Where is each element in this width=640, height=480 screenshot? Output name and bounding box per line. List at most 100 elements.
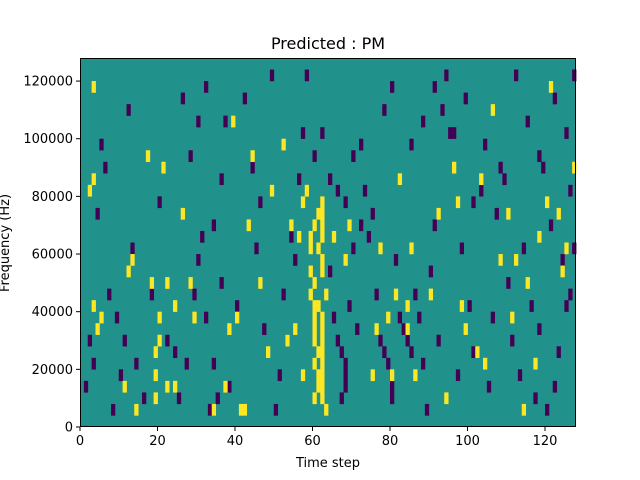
heatmap-cell-high xyxy=(258,277,263,289)
heatmap-cell-low xyxy=(335,184,341,197)
y-tick-label: 40000 xyxy=(32,305,73,320)
heatmap-cell-high xyxy=(331,230,337,243)
heatmap-cell-high xyxy=(564,242,569,255)
heatmap-cell-low xyxy=(459,242,465,255)
heatmap-cell-high xyxy=(320,230,325,243)
heatmap-cell-high xyxy=(308,288,313,301)
heatmap-cell-low xyxy=(359,138,364,151)
heatmap-cell-high xyxy=(126,265,131,278)
heatmap-background xyxy=(80,58,576,427)
heatmap-cell-low xyxy=(498,161,503,174)
heatmap-cell-low xyxy=(362,184,368,197)
heatmap-cell-high xyxy=(405,323,410,335)
heatmap-cell-low xyxy=(568,288,573,301)
heatmap-cell-low xyxy=(525,115,530,128)
heatmap-cell-high xyxy=(459,300,465,312)
heatmap-cell-low xyxy=(479,184,484,197)
heatmap-cell-high xyxy=(297,230,302,243)
heatmap-cell-high xyxy=(293,323,298,335)
heatmap-cell-high xyxy=(242,403,248,416)
heatmap-cell-high xyxy=(397,173,403,186)
heatmap-cell-high xyxy=(556,207,561,220)
heatmap-cell-low xyxy=(219,173,224,186)
heatmap-cell-high xyxy=(269,184,275,197)
heatmap-cell-low xyxy=(393,254,399,266)
heatmap-cell-low xyxy=(409,346,414,359)
plot-frame xyxy=(80,58,576,427)
heatmap-cell-low xyxy=(397,311,403,324)
y-tick-label: 60000 xyxy=(32,248,73,263)
heatmap-cell-low xyxy=(250,161,255,174)
heatmap-cell-low xyxy=(564,127,569,139)
heatmap-cell-low xyxy=(196,115,201,128)
heatmap-cell-low xyxy=(134,357,139,370)
heatmap-cell-high xyxy=(537,230,542,243)
heatmap-cell-low xyxy=(390,392,395,405)
heatmap-cell-low xyxy=(552,380,558,393)
heatmap-cell-high xyxy=(320,380,325,393)
heatmap-cell-low xyxy=(273,403,279,416)
heatmap-cell-low xyxy=(207,403,213,416)
heatmap-cell-high xyxy=(320,323,325,335)
heatmap-cell-high xyxy=(312,334,317,347)
heatmap-cell-high xyxy=(428,288,434,301)
heatmap-cell-low xyxy=(467,300,472,312)
heatmap-cell-high xyxy=(122,380,127,393)
heatmap-cell-high xyxy=(370,369,375,382)
heatmap-cell-high xyxy=(320,369,325,382)
heatmap-cell-low xyxy=(390,81,395,93)
heatmap-cell-low xyxy=(254,242,259,255)
heatmap-cell-low xyxy=(572,242,577,255)
heatmap-cell-low xyxy=(506,277,511,289)
heatmap-cell-low xyxy=(149,288,155,301)
heatmap-cell-high xyxy=(235,311,240,324)
heatmap-cell-low xyxy=(374,288,379,301)
heatmap-cell-high xyxy=(153,392,158,405)
heatmap-cell-high xyxy=(231,115,236,128)
heatmap-cell-high xyxy=(289,219,294,232)
heatmap-cell-low xyxy=(211,357,217,370)
heatmap-cell-low xyxy=(114,311,120,324)
x-tick-label: 20 xyxy=(149,434,166,449)
heatmap-cell-low xyxy=(281,288,286,301)
heatmap-cell-low xyxy=(293,254,298,266)
heatmap-cell-low xyxy=(126,104,131,116)
heatmap-cell-low xyxy=(122,334,127,347)
heatmap-cell-low xyxy=(568,184,573,197)
heatmap-cell-low xyxy=(572,69,577,82)
heatmap-cell-high xyxy=(312,300,317,312)
heatmap-cell-high xyxy=(91,81,96,93)
heatmap-cell-high xyxy=(320,265,325,278)
heatmap-cell-high xyxy=(308,242,313,255)
heatmap-cell-high xyxy=(312,277,317,289)
heatmap-cell-high xyxy=(157,334,162,347)
heatmap-cell-high xyxy=(521,403,527,416)
heatmap-cell-high xyxy=(316,242,321,255)
heatmap-cell-high xyxy=(188,277,193,289)
heatmap-cell-low xyxy=(258,196,263,209)
heatmap-cell-low xyxy=(339,392,344,405)
heatmap-cell-high xyxy=(390,369,395,382)
y-tick-label: 80000 xyxy=(32,190,73,205)
heatmap-cell-high xyxy=(320,254,325,266)
heatmap-cell-low xyxy=(192,288,197,301)
heatmap-cell-high xyxy=(153,369,158,382)
heatmap-cell-low xyxy=(490,311,496,324)
x-tick-label: 60 xyxy=(304,434,321,449)
heatmap-cell-low xyxy=(304,69,310,82)
heatmap-cell-low xyxy=(471,196,476,209)
heatmap-cell-high xyxy=(316,346,321,359)
heatmap-cell-high xyxy=(246,219,251,232)
heatmap-cell-high xyxy=(173,380,178,393)
heatmap-cell-high xyxy=(320,392,325,405)
heatmap-cell-high xyxy=(483,357,488,370)
heatmap-cell-low xyxy=(359,219,364,232)
heatmap-cell-low xyxy=(269,69,275,82)
heatmap-cell-low xyxy=(343,357,348,370)
heatmap-cell-low xyxy=(448,127,453,139)
heatmap-cell-high xyxy=(525,277,530,289)
heatmap-cell-high xyxy=(134,403,139,416)
heatmap-cell-low xyxy=(409,138,414,151)
heatmap-cell-high xyxy=(347,219,352,232)
